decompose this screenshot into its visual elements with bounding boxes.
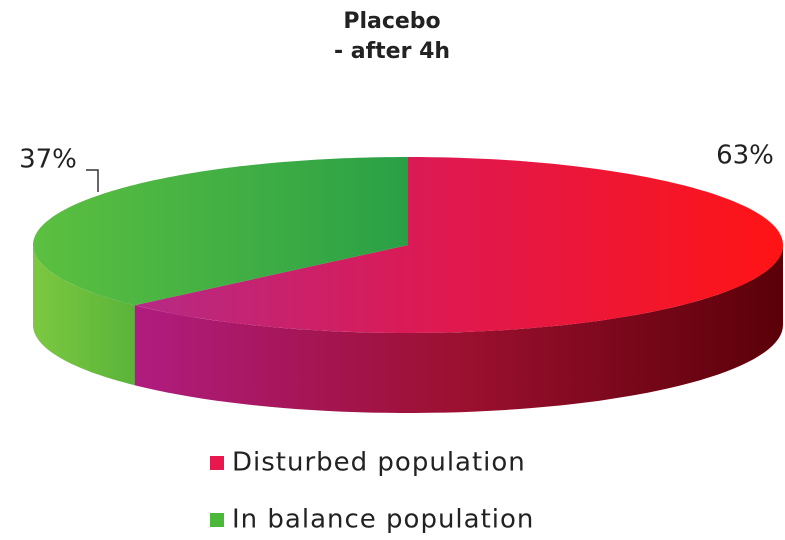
slice-side (134, 245, 784, 413)
legend-label: In balance population (232, 505, 534, 535)
leader-line (86, 169, 99, 192)
chart-title: Placebo (343, 9, 440, 34)
legend-label: Disturbed population (232, 448, 526, 478)
chart-subtitle: - after 4h (334, 39, 450, 64)
slice-side (33, 245, 135, 386)
slice (33, 157, 408, 306)
legend-swatch (210, 513, 224, 527)
legend-swatch (210, 456, 224, 470)
data-label: 37% (19, 145, 77, 175)
data-label: 63% (716, 141, 774, 171)
slice (134, 157, 784, 333)
